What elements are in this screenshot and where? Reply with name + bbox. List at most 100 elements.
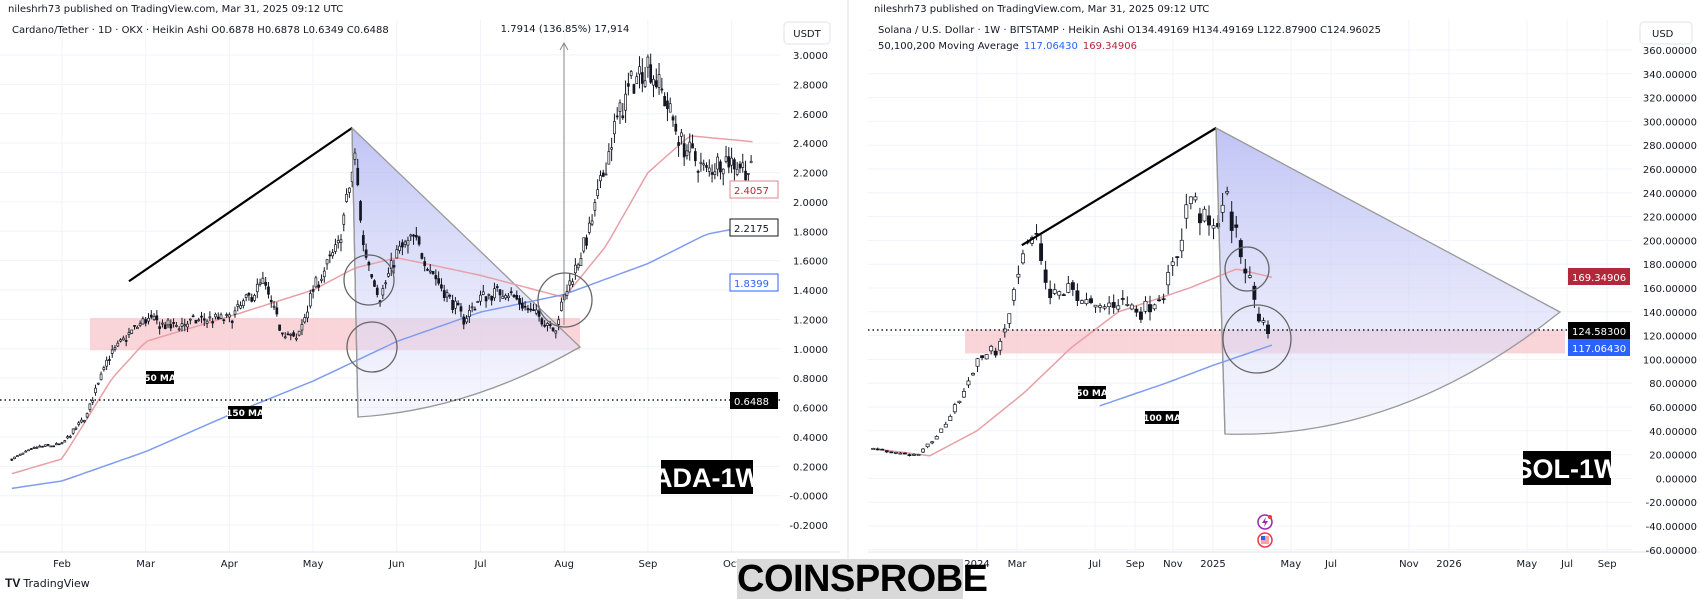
right-candle <box>948 415 953 422</box>
left-y-tick: 1.4000 <box>793 286 828 297</box>
left-ma150-line <box>11 224 753 490</box>
right-highlight-circle <box>1222 304 1292 374</box>
left-candle <box>515 294 519 300</box>
left-candle <box>69 435 72 438</box>
left-candle <box>71 428 75 434</box>
right-y-tick: 320.00000 <box>1643 94 1697 105</box>
left-candle <box>699 161 703 164</box>
right-candle <box>875 448 880 451</box>
left-x-tick: Jun <box>388 559 405 570</box>
left-candle <box>582 237 586 252</box>
right-candle <box>1111 302 1116 308</box>
measure-arrow-head <box>559 41 569 51</box>
left-candle <box>596 189 600 197</box>
svg-text:1.8399: 1.8399 <box>734 279 769 290</box>
left-candle <box>654 80 658 88</box>
tradingview-logo[interactable]: TV TradingView <box>5 576 90 590</box>
right-y-tick: 60.00000 <box>1649 403 1697 414</box>
right-x-tick: 2026 <box>1436 559 1461 570</box>
left-candle <box>370 274 374 278</box>
left-candle <box>716 156 720 170</box>
right-candle <box>902 452 907 455</box>
right-candle <box>1084 299 1089 305</box>
left-candle <box>688 141 692 153</box>
svg-text:2.2175: 2.2175 <box>734 224 769 235</box>
right-x-tick: Jul <box>1088 559 1101 570</box>
left-candle <box>359 201 362 221</box>
left-candle <box>110 349 114 354</box>
left-candle <box>495 286 499 288</box>
left-candle <box>348 187 351 193</box>
right-candle <box>1043 269 1048 283</box>
right-candle <box>1216 223 1221 228</box>
right-candle <box>907 454 912 456</box>
left-candle <box>373 280 376 287</box>
left-candle <box>546 323 549 326</box>
left-candle <box>10 458 14 461</box>
left-candle <box>414 235 418 238</box>
right-symbol-title[interactable]: Solana / U.S. Dollar · 1W · BITSTAMP · H… <box>878 25 1381 36</box>
left-y-tick: 2.4000 <box>793 139 828 150</box>
right-candle <box>1184 204 1189 219</box>
left-candle <box>49 445 53 448</box>
left-candle <box>601 172 605 177</box>
left-candle <box>57 443 61 446</box>
left-candle <box>437 278 440 284</box>
right-candle <box>1016 273 1021 278</box>
svg-text:124.58300: 124.58300 <box>1572 327 1626 338</box>
left-candle <box>473 308 477 311</box>
left-currency-button[interactable]: USDT <box>783 21 831 45</box>
left-candle <box>610 147 613 150</box>
right-candle <box>1129 304 1134 310</box>
left-candle <box>122 337 125 341</box>
left-candle <box>272 305 276 308</box>
left-candle <box>640 72 644 84</box>
right-ma-title[interactable]: 50,100,200 Moving Average 117.06430 169.34… <box>878 41 1137 52</box>
left-candle <box>560 301 563 311</box>
left-candle <box>395 249 399 259</box>
left-candle <box>308 293 312 307</box>
ada-1w-label: ADA-1W <box>653 460 762 494</box>
right-currency-button[interactable]: USD <box>1639 21 1693 45</box>
left-candle <box>693 151 697 162</box>
left-candle <box>205 320 209 324</box>
left-x-tick: Feb <box>53 559 71 570</box>
left-current-price-label: 0.6488 <box>730 392 778 409</box>
left-candle <box>194 319 198 324</box>
left-candle <box>29 448 33 450</box>
right-candle <box>1157 299 1162 302</box>
left-candle <box>18 453 22 456</box>
tradingview-label: TradingView <box>23 577 90 590</box>
left-candle <box>574 264 577 274</box>
left-candle <box>384 282 387 285</box>
right-x-tick: Nov <box>1163 559 1183 570</box>
right-y-tick: 160.00000 <box>1643 284 1697 295</box>
left-ma150-price-label: 1.8399 <box>729 273 779 292</box>
right-highlight-circle <box>1224 246 1270 292</box>
left-candle <box>428 270 432 273</box>
left-candle <box>328 254 332 257</box>
left-candle <box>615 115 619 118</box>
right-y-tick: 120.00000 <box>1643 332 1697 343</box>
left-candle <box>219 314 223 319</box>
left-ma50-line <box>11 135 753 475</box>
left-candle <box>375 287 379 295</box>
left-symbol-title[interactable]: Cardano/Tether · 1D · OKX · Heikin Ashi … <box>12 25 389 36</box>
left-candle <box>236 304 240 307</box>
right-100ma-label: 100 MA <box>1143 411 1181 424</box>
right-candle <box>1175 256 1180 258</box>
right-x-tick: Jul <box>1560 559 1573 570</box>
left-candle <box>155 315 159 321</box>
left-candle <box>21 452 25 455</box>
left-y-tick: 1.8000 <box>793 227 828 238</box>
left-candle <box>119 339 122 342</box>
left-highlight-circle <box>537 272 593 328</box>
us-flag-event-icon[interactable] <box>1257 532 1273 548</box>
right-candle <box>1143 300 1148 312</box>
right-candle <box>884 450 889 453</box>
left-candle <box>459 306 463 312</box>
lightning-event-icon[interactable] <box>1257 514 1273 530</box>
right-x-tick: Nov <box>1399 559 1419 570</box>
right-y-tick: 340.00000 <box>1643 70 1697 81</box>
left-candle <box>621 115 625 119</box>
